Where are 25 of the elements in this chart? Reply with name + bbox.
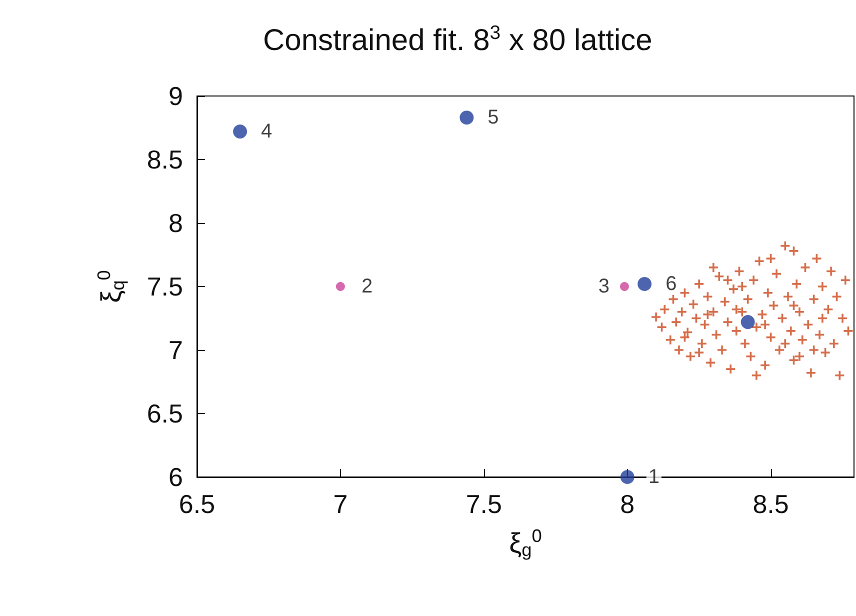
annotation: 4 bbox=[261, 120, 272, 143]
y-tick-label: 8 bbox=[168, 208, 183, 238]
x-tick-label: 7.5 bbox=[466, 489, 502, 519]
y-tick-label: 9 bbox=[168, 81, 183, 111]
point bbox=[620, 470, 634, 484]
x-tick-label: 8.5 bbox=[752, 489, 789, 519]
y-tick-label: 7.5 bbox=[146, 272, 183, 302]
y-tick-label: 6 bbox=[168, 462, 183, 492]
y-tick-label: 8.5 bbox=[146, 144, 183, 174]
annotation: 2 bbox=[361, 276, 373, 298]
y-tick-label: 7 bbox=[168, 335, 183, 365]
y-axis-title: ξq0 bbox=[94, 270, 128, 303]
x-tick-label: 7 bbox=[333, 489, 348, 519]
point bbox=[620, 282, 629, 291]
point bbox=[460, 110, 474, 125]
annotation: 6 bbox=[666, 272, 677, 295]
annotation: 3 bbox=[598, 276, 610, 298]
point bbox=[233, 124, 248, 139]
annotation: 1 bbox=[648, 466, 660, 488]
point bbox=[638, 276, 652, 291]
x-tick-label: 8 bbox=[620, 489, 635, 519]
point bbox=[336, 282, 345, 291]
y-tick-label: 6.5 bbox=[146, 398, 183, 428]
point bbox=[740, 315, 755, 330]
annotation: 5 bbox=[488, 106, 499, 129]
